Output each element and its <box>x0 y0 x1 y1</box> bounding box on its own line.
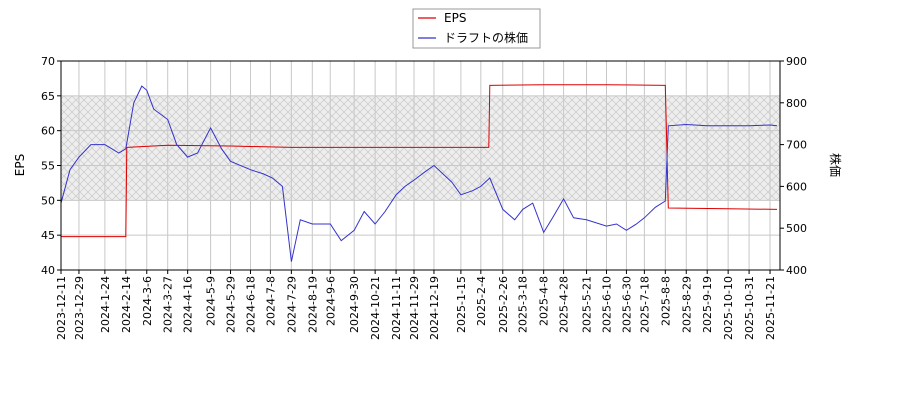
x-tick-label: 2024-2-14 <box>120 276 133 333</box>
x-tick-label: 2025-8-29 <box>680 276 693 333</box>
left-y-axis: 40 45 50 55 60 65 70 <box>41 55 61 277</box>
x-tick-label: 2025-10-10 <box>722 276 735 340</box>
x-axis: 2023-12-11 2023-12-29 2024-1-24 2024-2-14 20… <box>55 270 777 340</box>
x-tick-label: 2024-3-27 <box>162 276 175 333</box>
x-tick-label: 2024-10-21 <box>369 276 382 340</box>
left-tick-label: 50 <box>41 194 55 207</box>
x-tick-label: 2023-12-29 <box>73 276 86 340</box>
x-tick-label: 2025-4-28 <box>558 276 571 333</box>
eps-series-line <box>61 84 778 238</box>
left-tick-label: 60 <box>41 125 55 138</box>
x-tick-label: 2025-10-31 <box>743 276 756 340</box>
x-tick-label: 2025-2-4 <box>475 276 488 326</box>
legend-price-label: ドラフトの株価 <box>444 30 528 45</box>
x-tick-label: 2024-3-6 <box>141 276 154 326</box>
right-tick-label: 700 <box>786 139 807 152</box>
legend-box <box>412 8 541 49</box>
shaded-band-hatch <box>61 95 780 201</box>
x-tick-label: 2025-11-21 <box>764 276 777 340</box>
x-tick-label: 2024-9-6 <box>324 276 337 326</box>
x-tick-label: 2024-4-16 <box>182 276 195 333</box>
x-tick-label: 2024-11-11 <box>390 276 403 340</box>
legend-eps-label: EPS <box>444 11 466 25</box>
x-tick-label: 2025-6-30 <box>620 276 633 333</box>
x-tick-label: 2025-1-15 <box>455 276 468 333</box>
x-tick-label: 2024-1-24 <box>99 276 112 333</box>
left-tick-label: 55 <box>41 160 55 173</box>
right-tick-label: 400 <box>786 264 807 277</box>
x-tick-label: 2025-7-18 <box>638 276 651 333</box>
x-tick-label: 2025-5-21 <box>581 276 594 333</box>
x-tick-label: 2025-9-19 <box>701 276 714 333</box>
right-axis-label: 株価 <box>828 153 843 177</box>
x-tick-label: 2024-12-19 <box>428 276 441 340</box>
x-tick-label: 2024-7-8 <box>264 276 277 326</box>
right-tick-label: 500 <box>786 222 807 235</box>
left-tick-label: 70 <box>41 55 55 68</box>
x-tick-label: 2024-11-29 <box>408 276 421 340</box>
left-axis-label: EPS <box>13 154 27 176</box>
price-series-line <box>61 85 778 262</box>
x-tick-label: 2023-12-11 <box>55 276 68 340</box>
right-tick-label: 800 <box>786 97 807 110</box>
x-tick-label: 2024-5-9 <box>205 276 218 326</box>
x-tick-label: 2025-2-26 <box>497 276 510 333</box>
x-tick-label: 2025-6-10 <box>600 276 613 333</box>
right-tick-label: 900 <box>786 55 807 68</box>
x-tick-label: 2024-9-30 <box>348 276 361 333</box>
x-tick-label: 2024-7-29 <box>285 276 298 333</box>
x-tick-label: 2025-3-18 <box>517 276 530 333</box>
left-tick-label: 65 <box>41 90 55 103</box>
series-layer <box>61 84 778 262</box>
right-y-axis: 400 500 600 700 800 900 <box>780 55 807 277</box>
x-tick-label: 2025-8-8 <box>659 276 672 326</box>
x-tick-label: 2024-8-19 <box>306 276 319 333</box>
left-tick-label: 40 <box>41 264 55 277</box>
legend: EPS ドラフトの株価 <box>412 8 541 49</box>
left-tick-label: 45 <box>41 229 55 242</box>
x-tick-label: 2025-4-8 <box>538 276 551 326</box>
right-tick-label: 600 <box>786 180 807 193</box>
x-tick-label: 2024-5-29 <box>225 276 238 333</box>
x-tick-label: 2024-6-18 <box>244 276 257 333</box>
